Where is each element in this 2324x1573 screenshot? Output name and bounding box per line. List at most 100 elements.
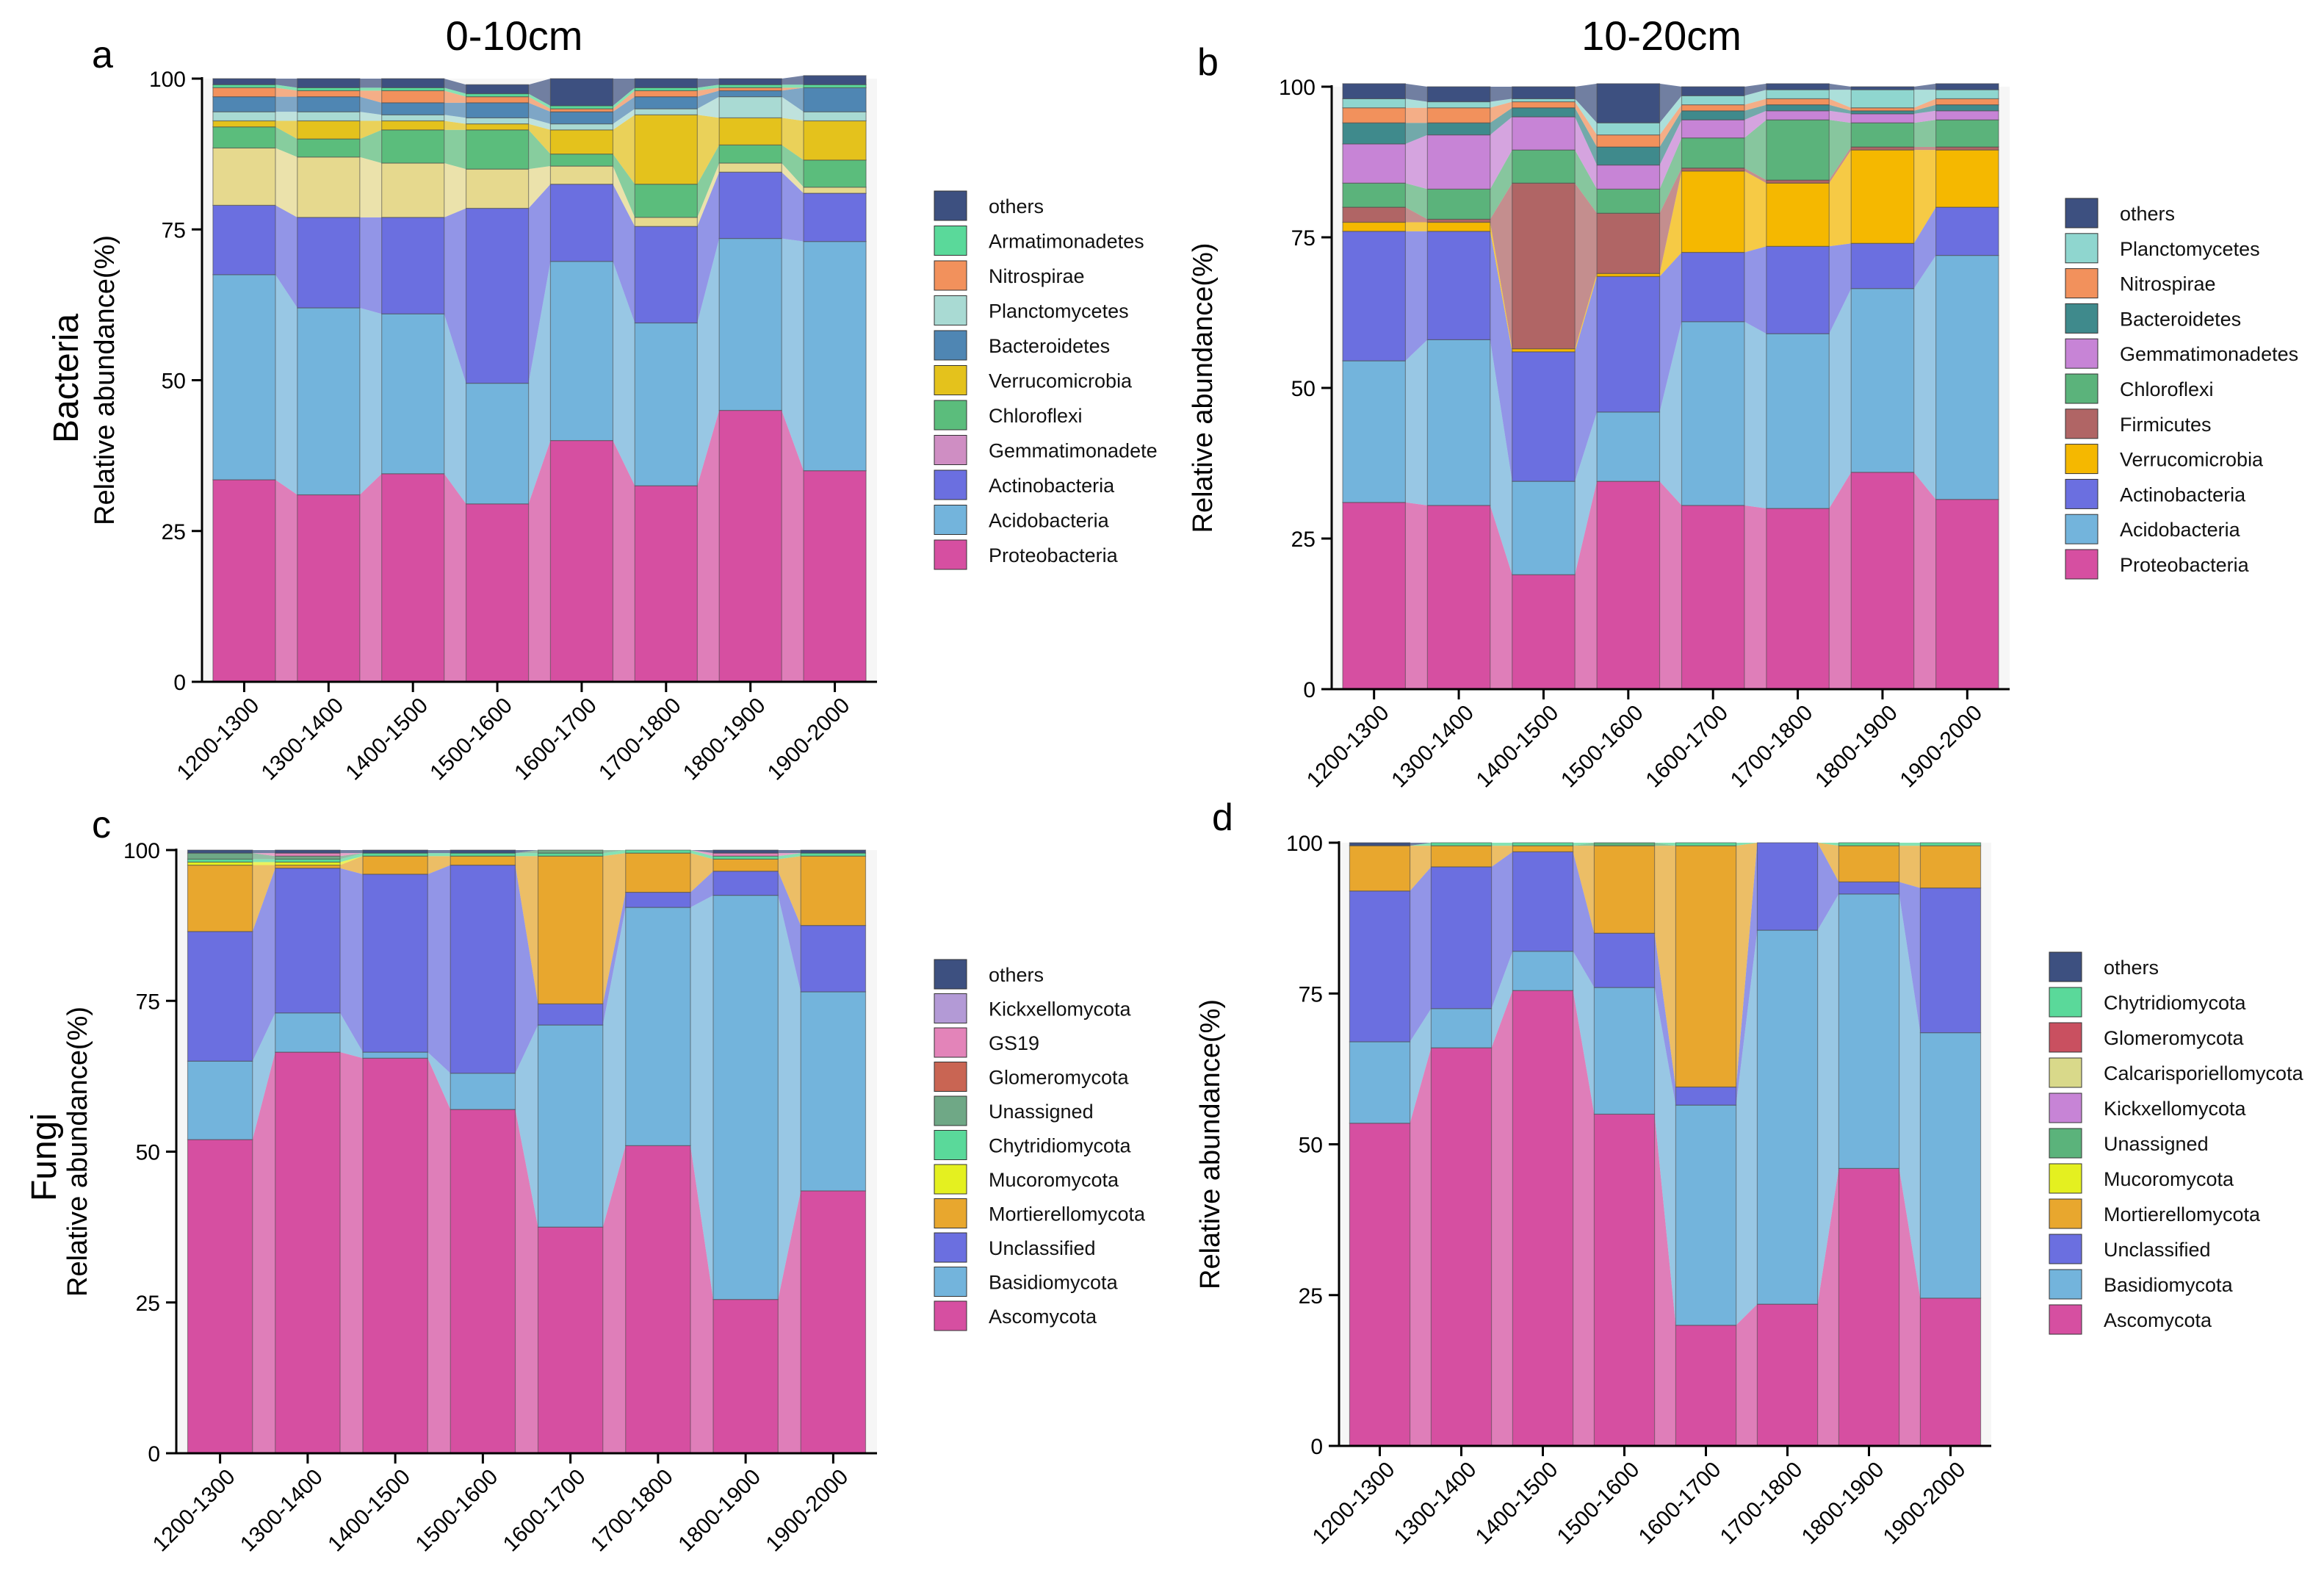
legend-swatch [934,260,967,291]
panel-d-fungi-10-20cm: 0 25 50 75 100 1200-13001300-14001400-1500150… [1195,796,2304,1549]
bar-basidiomycota-1200-1300 [1349,1041,1411,1124]
band-gemmatimonadetes [1342,110,1999,190]
bar-bacteroidetes-1600-1700 [1681,110,1745,120]
x-tick-label: 1600-1700 [1634,1458,1726,1549]
bar-proteobacteria-1800-1900 [718,409,782,683]
x-tick-label: 1300-1400 [1390,1458,1482,1549]
legend-label: others [989,964,1044,986]
y-tick-label: 50 [162,370,186,394]
bar-chytridiomycota-1800-1900 [1838,842,1900,846]
bar-basidiomycota-1200-1300 [187,1060,253,1140]
bar-gemmatimonadetes-1400-1500 [1512,116,1576,151]
band-chloroflexi [212,148,867,227]
bar-gemmatimonadetes-1900-2000 [1935,110,1999,120]
y-tick-label: 100 [1279,76,1316,100]
y-tick-label: 75 [162,218,186,242]
bar-nitrospirae-1600-1700 [1681,104,1745,112]
bar-others-1200-1300 [212,84,276,88]
bar-others-1700-1800 [1766,83,1830,90]
legend-swatch [934,1027,967,1058]
bar-actinobacteria-1800-1900 [1850,242,1915,289]
legend-label: Bacteroidetes [2120,308,2241,330]
bar-nitrospirae-1800-1900 [1850,107,1915,112]
bar-chloroflexi-1400-1500 [1512,149,1576,184]
legend-label: Actinobacteria [989,475,1115,497]
panel-a-bacteria-0-10cm: 0 25 50 75 100 1200-13001300-14001400-1500150… [90,34,1158,785]
y-tick-label: 50 [136,1141,160,1165]
bar-ascomycota-1200-1300 [1349,1123,1411,1447]
bar-gs19-1800-1900 [712,852,779,857]
legend-swatch [2065,268,2099,299]
legend-swatch [934,1062,967,1092]
legend-swatch [2065,338,2099,369]
bar-basidiomycota-1700-1800 [625,907,691,1146]
bar-armatimonadetes-1500-1600 [465,96,530,104]
legend-label: Ascomycota [2104,1309,2212,1331]
bar-proteobacteria-1300-1400 [1426,505,1491,690]
legend-label: Unassigned [989,1101,1094,1123]
bar-verrucomicrobia-1500-1600 [465,129,530,170]
legend-label: Calcarisporiellomycota [2104,1062,2304,1084]
band-mucoromycota [187,853,866,865]
bar-gs19-1300-1400 [275,852,341,857]
bar-firmicutes-1400-1500 [1512,182,1576,350]
bar-others-1800-1900 [712,849,779,854]
band-mortierellomycota [187,853,866,1004]
bar-planctomycetes-1200-1300 [1342,98,1406,109]
bar-mortierellomycota-1400-1500 [362,855,428,875]
legend-label: Kickxellomycota [989,998,1132,1021]
x-tick-label: 1500-1600 [411,1465,503,1557]
band-basidiomycota [187,895,866,1300]
bar-proteobacteria-1500-1600 [465,503,530,683]
legend-swatch [2049,1128,2082,1159]
bar-acidobacteria-1400-1500 [1512,480,1576,575]
bar-planctomycetes-1500-1600 [465,117,530,125]
legend-swatch [934,1164,967,1195]
bar-nitrospirae-1500-1600 [1596,134,1661,148]
bar-firmicutes-1500-1600 [1596,212,1661,274]
legend-label: Mortierellomycota [989,1203,1146,1225]
y-tick-label: 25 [1291,528,1316,552]
legend-swatch [934,959,967,990]
legend-label: Proteobacteria [2120,554,2250,576]
bar-firmicutes-1300-1400 [1426,218,1491,223]
bar-ascomycota-1600-1700 [537,1226,604,1454]
bar-chytridiomycota-1900-2000 [800,852,867,857]
y-axis-label: Relative abundance(%) [1188,242,1219,533]
bar-chloroflexi-1800-1900 [1850,122,1915,148]
x-tick-label: 1500-1600 [1553,1458,1645,1549]
legend-swatch [2065,373,2099,404]
bar-proteobacteria-1600-1700 [1681,505,1745,690]
legend-label: Nitrospirae [989,265,1085,287]
bar-unclassified-1200-1300 [1349,890,1411,1043]
bar-ascomycota-1300-1400 [275,1051,341,1454]
bar-acidobacteria-1200-1300 [212,274,276,480]
x-tick-label: 1800-1900 [674,1465,765,1557]
y-tick-label: 100 [149,68,186,92]
band-mortierellomycota [1349,843,1981,1087]
y-axis-label: Relative abundance(%) [90,235,120,525]
bar-unassigned-1200-1300 [187,852,253,860]
bar-chloroflexi-1200-1300 [1342,182,1406,208]
bar-armatimonadetes-1600-1700 [549,108,614,112]
legend-swatch [934,226,967,256]
bar-verrucomicrobia-1600-1700 [1681,170,1745,253]
bar-acidobacteria-1800-1900 [718,237,782,411]
x-tick-label: 1900-2000 [763,694,855,785]
row-label-bacteria: Bacteria [47,314,86,443]
bar-others-top-1400-1500 [381,78,445,88]
legend-label: Basidiomycota [2104,1274,2234,1296]
band-verrucomicrobia [212,126,867,217]
bar-nitrospirae-1700-1800 [634,96,698,109]
bar-planctomycetes-1800-1900 [1850,89,1915,109]
legend-label: Armatimonadetes [989,231,1144,253]
bar-mortierellomycota-1300-1400 [1430,845,1493,868]
bar-ascomycota-1800-1900 [1838,1167,1900,1447]
bar-verrucomicrobia-1300-1400 [1426,221,1491,232]
bar-basidiomycota-1900-2000 [800,991,867,1192]
y-axis-label: Relative abundance(%) [1195,999,1226,1289]
bar-verrucomicrobia-1300-1400 [297,138,361,158]
legend-label: Unclassified [989,1237,1096,1259]
bar-chloroflexi-1500-1600 [465,168,530,209]
band-others [212,84,867,109]
